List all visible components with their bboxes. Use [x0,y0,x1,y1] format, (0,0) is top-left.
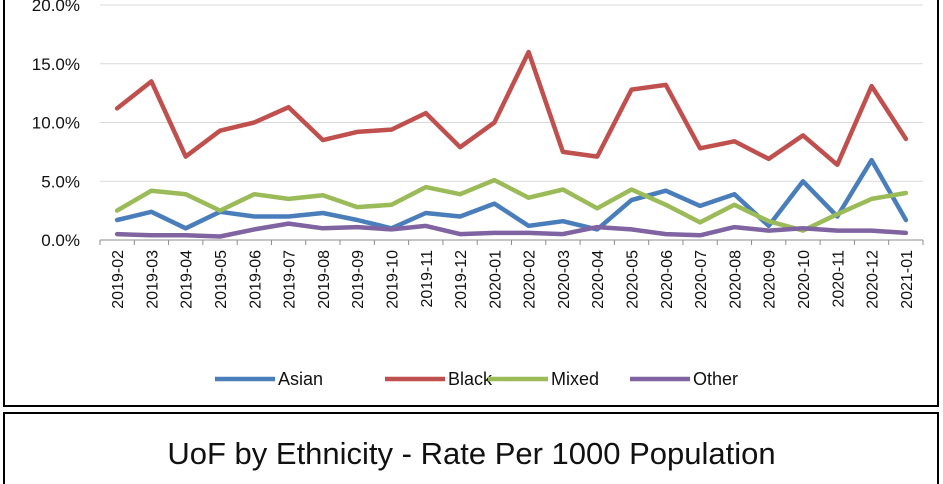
x-tick-label: 2020-12 [865,250,882,309]
series-line-asian [114,157,909,232]
caption-frame [3,412,939,484]
x-tick-label: 2020-11 [830,250,847,308]
x-tick-label: 2020-02 [522,250,539,309]
line-chart: 0.0%5.0%10.0%15.0%20.0% 2019-02 2019-03 20… [32,0,924,389]
legend: Asian Black Mixed Other [215,369,738,389]
x-tick-label: 2019-03 [144,250,161,309]
x-tick-label: 2019-09 [350,250,367,309]
x-tick-label: 2020-01 [487,250,504,309]
x-tick-label: 2019-08 [316,250,333,309]
x-tick-label: 2020-05 [625,250,642,309]
x-axis-ticks: 2019-02 2019-03 2019-04 2019-05 2019-06 2019-… [110,250,916,309]
y-axis-ticks: 0.0% 5.0% 10.0% 15.0% 20.0% [32,0,80,250]
chart-frame [3,0,939,407]
x-tick-label: 2019-11 [419,250,436,308]
legend-label-asian: Asian [278,369,323,389]
gridlines [100,4,923,182]
y-tick-label: 15.0% [32,55,80,74]
x-axis [99,239,924,245]
chart-caption: UoF by Ethnicity - Rate Per 1000 Populat… [167,436,776,471]
x-tick-label: 2020-03 [556,250,573,309]
legend-label-mixed: Mixed [551,369,599,389]
x-tick-label: 2019-12 [453,250,470,309]
y-tick-label: 0.0% [41,231,80,250]
x-tick-label: 2019-07 [282,250,299,309]
series-lines [114,49,909,239]
series-line-mixed [114,177,909,233]
x-tick-label: 2020-08 [727,250,744,309]
series-line-black [114,49,909,168]
x-tick-label: 2019-04 [179,250,196,309]
y-tick-label: 10.0% [32,114,80,133]
legend-label-black: Black [448,369,493,389]
legend-label-other: Other [693,369,738,389]
y-tick-label: 20.0% [32,0,80,15]
x-tick-label: 2019-06 [247,250,264,309]
x-tick-label: 2020-06 [659,250,676,309]
y-tick-label: 5.0% [41,172,80,191]
x-tick-label: 2020-10 [796,250,813,309]
x-tick-label: 2019-05 [213,250,230,309]
series-line-other [114,221,909,239]
x-tick-label: 2019-02 [110,250,127,309]
x-tick-label: 2021-01 [899,250,916,309]
x-tick-label: 2019-10 [384,250,401,309]
x-tick-label: 2020-04 [590,250,607,309]
x-tick-label: 2020-09 [762,250,779,309]
x-tick-label: 2020-07 [693,250,710,309]
